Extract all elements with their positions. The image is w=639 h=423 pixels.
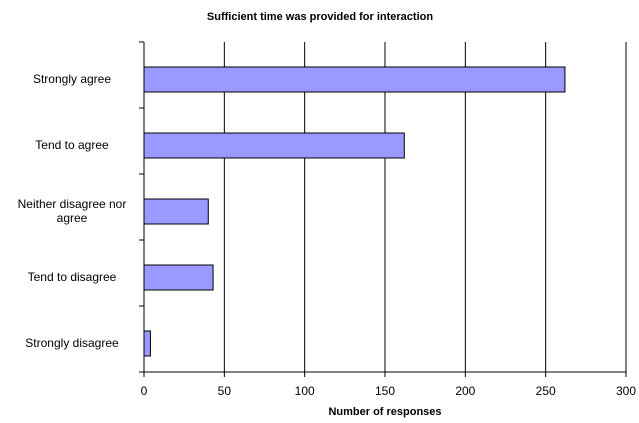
x-tick-label: 300 — [616, 384, 636, 398]
y-tick-label: Tend to agree — [35, 138, 109, 152]
bar — [143, 198, 209, 225]
bar — [143, 132, 405, 159]
y-tick-label: Strongly agree — [32, 72, 112, 86]
x-tick-label: 200 — [455, 384, 475, 398]
x-axis-label: Number of responses — [328, 406, 441, 418]
x-tick-label: 50 — [218, 384, 232, 398]
x-tick-label: 0 — [141, 384, 148, 398]
bar — [143, 330, 151, 357]
chart-title: Sufficient time was provided for interac… — [207, 11, 433, 23]
bar — [143, 66, 566, 93]
x-tick-label: 150 — [375, 384, 395, 398]
x-tick-label: 100 — [295, 384, 315, 398]
y-tick-label: Tend to disagree — [27, 270, 117, 284]
x-tick-label: 250 — [536, 384, 556, 398]
bar — [143, 264, 214, 291]
y-tick-label: Strongly disagree — [25, 336, 119, 350]
y-tick-label: Neither disagree nor agree — [17, 197, 127, 225]
